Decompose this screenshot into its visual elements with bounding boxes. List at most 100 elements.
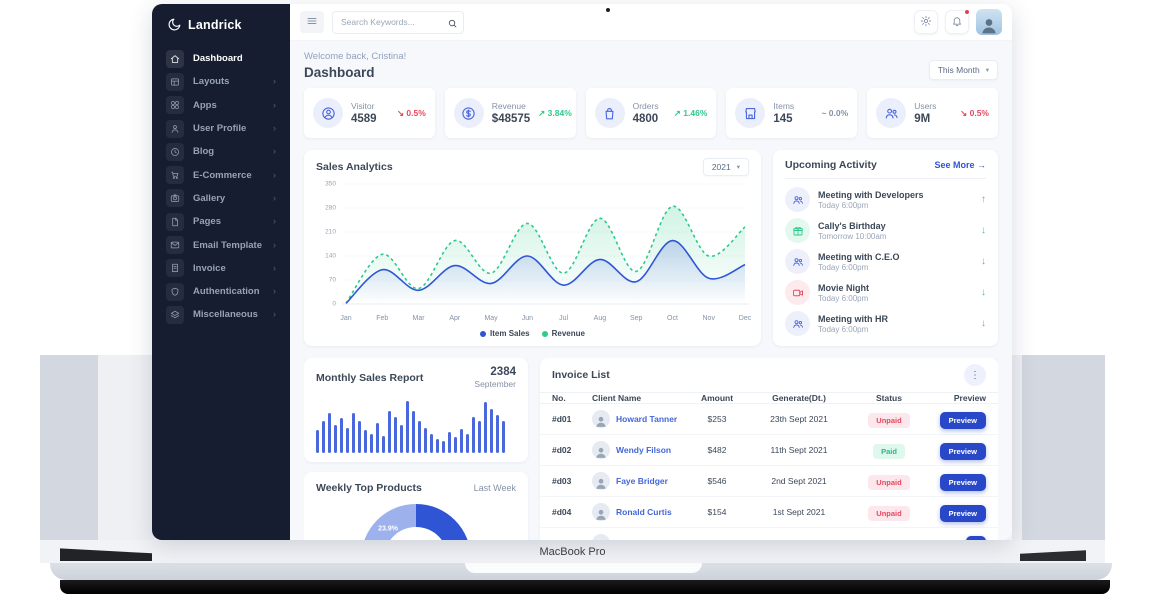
macbook-screen-shell-left (40, 355, 155, 540)
bar (430, 434, 433, 453)
column-header: Preview (953, 393, 986, 403)
x-tick-label: Mar (412, 315, 425, 322)
stat-card-items: Items 145 ~ 0.0% (726, 88, 858, 138)
weekly-top-products-title: Weekly Top Products (316, 482, 422, 494)
stat-card-revenue: Revenue $48575 ↗ 3.84% (444, 88, 576, 138)
macbook-label: MacBook Pro (539, 545, 606, 558)
x-tick-label: Apr (449, 315, 461, 322)
gift-icon (785, 218, 810, 243)
preview-button[interactable]: Preview (939, 442, 986, 460)
activity-item[interactable]: Meeting with Developers Today 6:00pm ↑ (785, 184, 986, 215)
menu-toggle-button[interactable] (300, 11, 324, 33)
invoice-number: #d02 (552, 445, 572, 455)
users-icon (876, 98, 907, 128)
sidebar-item-blog[interactable]: Blog › (152, 140, 290, 163)
activity-list: Meeting with Developers Today 6:00pm ↑ C… (785, 178, 986, 339)
macbook-screen-shell-right (1012, 355, 1105, 540)
activity-item[interactable]: Movie Night Today 6:00pm ↓ (785, 277, 986, 308)
dollar-icon (453, 98, 484, 128)
sidebar-item-label: Layouts (193, 76, 230, 88)
activity-item[interactable]: Meeting with HR Today 6:00pm ↓ (785, 308, 986, 339)
x-tick-label: May (484, 315, 498, 322)
upcoming-activity-title: Upcoming Activity (785, 159, 877, 171)
donut-chart: 38.5%23.9% (361, 504, 471, 540)
notifications-button[interactable] (945, 9, 970, 34)
preview-button[interactable] (965, 535, 986, 540)
invoice-menu-button[interactable]: ⋮ (964, 364, 986, 386)
legend-item: Revenue (541, 329, 585, 338)
topbar (290, 4, 1012, 41)
activity-time: Today 6:00pm (818, 262, 869, 272)
user-avatar[interactable] (976, 9, 1002, 35)
sidebar-item-layouts[interactable]: Layouts › (152, 70, 290, 93)
client-avatar (592, 472, 610, 490)
gear-icon (920, 15, 932, 30)
sales-analytics-title: Sales Analytics (316, 161, 393, 173)
bar (448, 432, 451, 453)
sidebar-item-dashboard[interactable]: Dashboard › (152, 47, 290, 70)
y-tick-label: 350 (325, 180, 336, 188)
topbar-actions (914, 9, 1002, 35)
sidebar-item-label: Pages (193, 216, 221, 228)
layout-icon (166, 72, 184, 91)
upcoming-activity-card: Upcoming Activity See More → Meeting wit… (773, 150, 998, 346)
kebab-icon: ⋮ (970, 369, 980, 381)
bottom-left-column: Monthly Sales Report 2384 September Week… (304, 358, 528, 540)
macbook-lid-notch (465, 563, 702, 573)
sidebar-item-invoice[interactable]: Invoice › (152, 257, 290, 280)
line-chart-plot (342, 180, 749, 315)
sidebar-item-user-profile[interactable]: User Profile › (152, 117, 290, 140)
macbook-hinge-shadow-right (1020, 550, 1086, 561)
legend-dot (480, 330, 487, 337)
legend-dot (541, 330, 548, 337)
stat-label: Users (914, 101, 937, 111)
sidebar-item-authentication[interactable]: Authentication › (152, 280, 290, 303)
settings-button[interactable] (914, 10, 938, 34)
legend-label: Item Sales (490, 329, 530, 338)
sidebar-item-miscellaneous[interactable]: Miscellaneous › (152, 303, 290, 326)
preview-button[interactable]: Preview (939, 411, 986, 429)
bell-icon (951, 15, 963, 30)
invoice-date: 2nd Sept 2021 (771, 476, 827, 486)
sidebar-item-email-template[interactable]: Email Template › (152, 233, 290, 256)
status-badge: Unpaid (868, 506, 910, 521)
y-tick-label: 140 (325, 252, 336, 260)
activity-title: Meeting with C.E.O (818, 251, 900, 262)
line-chart: 0 70 140 210 280 350 (316, 180, 749, 315)
sidebar-item-gallery[interactable]: Gallery › (152, 187, 290, 210)
team-icon (785, 187, 810, 212)
notification-badge (964, 9, 970, 15)
user-icon (166, 119, 184, 138)
cart-icon (166, 166, 184, 185)
preview-button[interactable]: Preview (939, 473, 986, 491)
stat-trend: ↘ 0.5% (396, 107, 426, 118)
activity-item[interactable]: Meeting with C.E.O Today 6:00pm ↓ (785, 246, 986, 277)
sidebar-item-apps[interactable]: Apps › (152, 94, 290, 117)
bar (412, 411, 415, 453)
sidebar-item-e-commerce[interactable]: E-Commerce › (152, 163, 290, 186)
client-name-link[interactable]: Faye Bridger (616, 476, 668, 486)
sidebar-item-label: Authentication (193, 286, 260, 298)
year-select[interactable]: 2021 ▾ (702, 158, 749, 176)
sidebar-item-pages[interactable]: Pages › (152, 210, 290, 233)
table-row: #d04 Ronald Curtis $154 1st Sept 2021 Un… (540, 497, 998, 528)
see-more-link[interactable]: See More → (934, 160, 986, 170)
client-name-link[interactable]: Ronald Curtis (616, 507, 672, 517)
client-name-link[interactable]: Wendy Filson (616, 445, 672, 455)
invoice-date: 11th Sept 2021 (770, 445, 828, 455)
search-input[interactable] (332, 10, 464, 34)
team-icon (785, 311, 810, 336)
bar (490, 408, 493, 453)
status-cell: Paid (850, 441, 928, 459)
client-name-link[interactable]: Howard Tanner (616, 414, 678, 424)
table-row: #d01 Howard Tanner $253 23th Sept 2021 U… (540, 404, 998, 435)
sidebar: Landrick Dashboard › Layouts › Apps › Us… (152, 4, 290, 540)
preview-button[interactable]: Preview (939, 504, 986, 522)
bar (382, 435, 385, 453)
stat-label: Items (773, 101, 795, 111)
period-select[interactable]: This Month ▾ (928, 60, 998, 80)
brand-logo[interactable]: Landrick (152, 4, 290, 43)
stat-trend: ~ 0.0% (821, 108, 849, 118)
activity-item[interactable]: Cally's Birthday Tomorrow 10:00am ↓ (785, 215, 986, 246)
weekly-period-label: Last Week (473, 483, 516, 493)
